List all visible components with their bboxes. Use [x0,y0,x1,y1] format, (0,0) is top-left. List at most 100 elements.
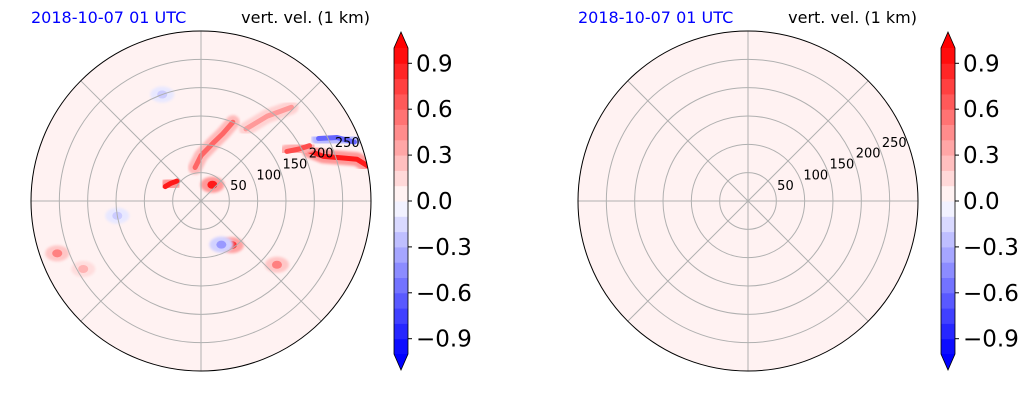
right-spoke-315 [747,200,869,322]
left-colorbar-level-5 [394,262,408,278]
right-colorbar-level-11 [941,170,955,187]
right-colorbar-level-8 [941,216,955,233]
left-colorbar-outline [393,31,409,371]
left-colorbar-ticklabel-3: 0.0 [416,189,453,215]
left-blob-core-8 [271,260,282,269]
left-spoke-45 [200,80,322,202]
left-radial-label-50: 50 [230,179,247,194]
left-colorbar-ticklabel-5: −0.6 [416,281,472,307]
left-colorbar-level-4 [394,277,408,294]
right-radial-label-50: 50 [777,179,794,194]
left-colorbar-level-13 [394,139,408,156]
right-radial-label-150: 150 [830,157,855,172]
left-band-core-3 [192,119,236,171]
left-band-core-4 [162,178,180,190]
left-band-core-5 [243,104,295,132]
left-colorbar-level-0 [394,338,408,355]
left-colorbar-level-6 [394,246,408,263]
left-colorbar-ticklabel-4: −0.3 [416,235,472,261]
right-colorbar-level-18 [941,63,955,80]
left-colorbar-level-9 [394,201,408,217]
right-colorbar-level-4 [941,277,955,294]
right-colorbar-ticklabel-1: 0.6 [963,97,1000,123]
left-colorbar-level-18 [394,63,408,80]
right-colorbar-ticklabel-0: 0.9 [963,51,1000,77]
right-radial-label-200: 200 [856,147,881,162]
right-spoke-45 [747,80,869,202]
left-colorbar: 0.9 0.6 0.3 0.0 −0.3 −0.6 −0.9 [393,31,472,371]
left-spoke-315 [200,200,322,322]
right-colorbar-ticklabel-2: 0.3 [963,143,1000,169]
left-colorbar-level-7 [394,231,408,248]
right-polar-frame [577,30,919,372]
right-colorbar-level-7 [941,231,955,248]
left-colorbar-level-3 [394,292,408,309]
left-colorbar-extend-min [394,354,408,370]
left-colorbar-level-17 [394,78,408,95]
right-radial-label-250: 250 [882,136,907,151]
left-field-features [45,86,371,277]
right-colorbar-level-10 [941,185,955,202]
right-colorbar-level-19 [941,48,955,64]
left-panel-time-title: 2018-10-07 01 UTC [31,8,186,27]
right-colorbar-level-5 [941,262,955,278]
right-colorbar-level-3 [941,292,955,309]
left-blob-core-6 [207,180,218,189]
right-panel-time-title: 2018-10-07 01 UTC [578,8,733,27]
left-colorbar-level-8 [394,216,408,233]
right-colorbar-ticklabel-3: 0.0 [963,189,1000,215]
right-colorbar-level-2 [941,308,955,324]
right-colorbar-level-1 [941,323,955,340]
left-colorbar-level-1 [394,323,408,340]
right-colorbar-extend-min [941,354,955,370]
right-panel-field-title: vert. vel. (1 km) [788,8,917,27]
left-polar-frame [30,30,372,372]
left-blob-core-10 [52,249,63,258]
left-colorbar-extend-max [394,32,408,48]
left-colorbar-ticklabel-6: −0.9 [416,327,472,353]
left-panel-field-title: vert. vel. (1 km) [241,8,370,27]
panel-right: 2018-10-07 01 UTC vert. vel. (1 km) 50 10… [577,8,1019,372]
right-radial-label-100: 100 [803,168,828,183]
right-colorbar-level-14 [941,124,955,141]
right-colorbar-level-15 [941,109,955,125]
right-colorbar: 0.9 0.6 0.3 0.0 −0.3 −0.6 −0.9 [940,31,1019,371]
left-colorbar-level-12 [394,155,408,171]
left-colorbar-level-11 [394,170,408,187]
left-colorbar-ticklabel-0: 0.9 [416,51,453,77]
left-radial-label-200: 200 [309,147,334,162]
right-colorbar-ticklabel-5: −0.6 [963,281,1019,307]
right-colorbar-level-9 [941,201,955,217]
right-spoke-135 [627,80,749,202]
right-colorbar-level-6 [941,246,955,263]
left-band-core-2 [316,135,357,145]
right-colorbar-level-12 [941,155,955,171]
left-band-core-0 [306,148,370,169]
right-colorbar-level-17 [941,78,955,95]
right-colorbar-outline [940,31,956,371]
left-blob-core-11 [78,265,89,273]
left-spoke-135 [80,80,202,202]
left-colorbar-ticklabel-1: 0.6 [416,97,453,123]
right-spoke-225 [627,200,749,322]
left-colorbar-level-19 [394,48,408,64]
left-spoke-225 [80,200,202,322]
right-colorbar-ticklabel-6: −0.9 [963,327,1019,353]
left-colorbar-level-16 [394,93,408,110]
left-radial-label-250: 250 [335,136,360,151]
left-radial-label-150: 150 [283,157,308,172]
right-colorbar-level-0 [941,338,955,355]
left-blob-core-9 [216,240,227,249]
right-colorbar-level-16 [941,93,955,110]
left-colorbar-level-14 [394,124,408,141]
right-colorbar-extend-max [941,32,955,48]
left-colorbar-level-15 [394,109,408,125]
left-colorbar-ticklabel-2: 0.3 [416,143,453,169]
right-colorbar-level-13 [941,139,955,156]
right-colorbar-ticklabel-4: −0.3 [963,235,1019,261]
left-radial-label-100: 100 [256,168,281,183]
left-colorbar-level-2 [394,308,408,324]
